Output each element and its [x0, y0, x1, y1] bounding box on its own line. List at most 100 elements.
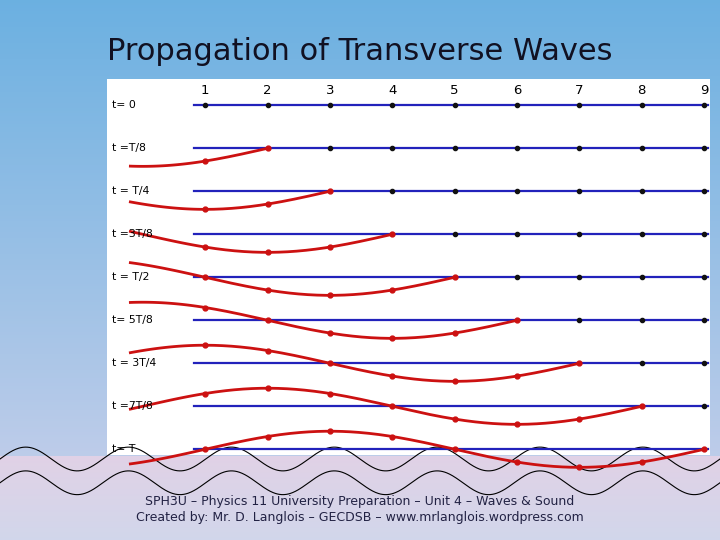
- Bar: [0, 108, 720, 111]
- Bar: [0, 435, 720, 437]
- Bar: [0, 332, 720, 335]
- Bar: [0, 397, 720, 400]
- Text: 4: 4: [388, 84, 397, 97]
- Bar: [0, 508, 720, 510]
- Bar: [0, 235, 720, 238]
- Bar: [0, 275, 720, 278]
- Bar: [0, 251, 720, 254]
- Bar: [0, 84, 720, 86]
- Bar: [0, 284, 720, 286]
- Text: Propagation of Transverse Waves: Propagation of Transverse Waves: [107, 37, 613, 66]
- Bar: [0, 68, 720, 70]
- Bar: [0, 354, 720, 356]
- Bar: [0, 240, 720, 243]
- Text: t = T/4: t = T/4: [112, 186, 149, 197]
- Bar: [0, 394, 720, 397]
- Bar: [0, 389, 720, 392]
- Bar: [0, 286, 720, 289]
- Bar: [0, 362, 720, 364]
- Bar: [0, 238, 720, 240]
- Bar: [0, 184, 720, 186]
- Bar: [0, 81, 720, 84]
- Bar: [0, 343, 720, 346]
- Bar: [0, 462, 720, 464]
- Bar: [0, 211, 720, 213]
- Bar: [0, 162, 720, 165]
- Bar: [0, 408, 720, 410]
- Bar: [0, 30, 720, 32]
- Bar: [0, 32, 720, 35]
- Bar: [0, 381, 720, 383]
- Bar: [0, 472, 720, 475]
- Text: 7: 7: [575, 84, 584, 97]
- Bar: [0, 513, 720, 516]
- Bar: [0, 338, 720, 340]
- Bar: [0, 373, 720, 375]
- Bar: [0, 532, 720, 535]
- Bar: [0, 370, 720, 373]
- Bar: [0, 22, 720, 24]
- Text: t =T/8: t =T/8: [112, 143, 145, 153]
- Bar: [0, 135, 720, 138]
- Bar: [0, 227, 720, 229]
- Bar: [0, 213, 720, 216]
- Bar: [0, 24, 720, 27]
- Bar: [0, 524, 720, 526]
- Bar: [0, 116, 720, 119]
- Bar: [0, 111, 720, 113]
- Bar: [0, 132, 720, 135]
- Bar: [0, 518, 720, 521]
- Bar: [0, 216, 720, 219]
- Bar: [0, 148, 720, 151]
- Bar: [0, 367, 720, 370]
- Bar: [0, 167, 720, 170]
- Bar: [0, 416, 720, 418]
- Bar: [0, 205, 720, 208]
- Bar: [0, 259, 720, 262]
- Bar: [0, 186, 720, 189]
- Bar: [0, 443, 720, 445]
- Bar: [0, 446, 720, 448]
- Bar: [0, 219, 720, 221]
- Text: 6: 6: [513, 84, 521, 97]
- Bar: [0, 456, 720, 459]
- Bar: [0, 364, 720, 367]
- Bar: [0, 491, 720, 494]
- Bar: [0, 278, 720, 281]
- Text: 5: 5: [451, 84, 459, 97]
- Bar: [0, 424, 720, 427]
- Bar: [0, 375, 720, 378]
- Bar: [0, 49, 720, 51]
- Bar: [0, 405, 720, 408]
- Bar: [0, 521, 720, 524]
- Bar: [0, 94, 720, 97]
- Bar: [0, 529, 720, 532]
- Bar: [0, 138, 720, 140]
- Bar: [0, 329, 720, 332]
- Text: 1: 1: [201, 84, 210, 97]
- Bar: [0, 8, 720, 11]
- Bar: [0, 65, 720, 68]
- Bar: [0, 92, 720, 94]
- Bar: [0, 256, 720, 259]
- Bar: [0, 378, 720, 381]
- Bar: [0, 497, 720, 500]
- Bar: [0, 208, 720, 211]
- Bar: [0, 267, 720, 270]
- Bar: [0, 321, 720, 324]
- Text: t= 5T/8: t= 5T/8: [112, 315, 153, 325]
- Bar: [0, 19, 720, 22]
- Bar: [0, 130, 720, 132]
- Bar: [0, 5, 720, 8]
- Bar: [0, 105, 720, 108]
- Bar: [0, 335, 720, 338]
- Bar: [0, 310, 720, 313]
- Bar: [0, 346, 720, 348]
- Bar: [0, 143, 720, 146]
- Bar: [0, 470, 720, 472]
- Bar: [0, 57, 720, 59]
- Bar: [0, 356, 720, 359]
- Bar: [0, 157, 720, 159]
- Bar: [0, 200, 720, 202]
- Bar: [0, 43, 720, 46]
